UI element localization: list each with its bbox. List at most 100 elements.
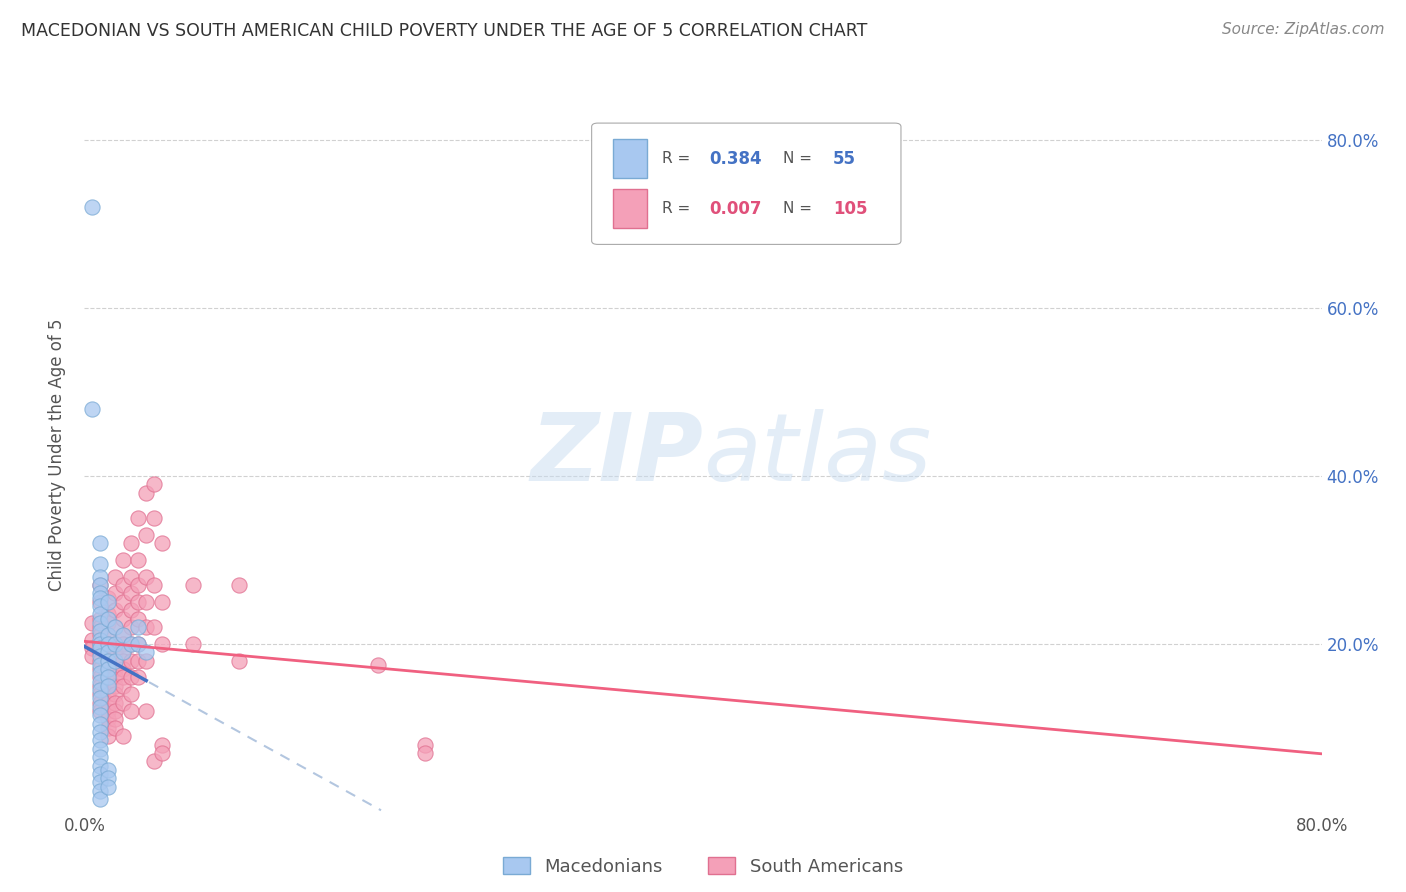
Point xyxy=(89,699,111,714)
Point xyxy=(181,578,204,592)
Point xyxy=(143,755,166,769)
Point xyxy=(89,783,111,797)
Point xyxy=(89,750,111,764)
Text: Source: ZipAtlas.com: Source: ZipAtlas.com xyxy=(1222,22,1385,37)
Point xyxy=(112,645,135,659)
Point xyxy=(97,615,120,630)
Point xyxy=(97,595,120,609)
Point xyxy=(120,637,142,651)
Point xyxy=(89,628,111,642)
Point xyxy=(128,637,150,651)
Point xyxy=(143,477,166,491)
Point xyxy=(150,595,173,609)
Point xyxy=(150,536,173,550)
Point xyxy=(82,615,104,630)
Point xyxy=(135,620,157,634)
Point xyxy=(89,578,111,592)
Point xyxy=(112,637,135,651)
Point xyxy=(89,557,111,571)
Point xyxy=(89,716,111,731)
Point xyxy=(128,595,150,609)
Point xyxy=(104,637,127,651)
Point xyxy=(112,729,135,743)
Text: R =: R = xyxy=(662,152,696,166)
Point xyxy=(97,780,120,794)
Point xyxy=(89,679,111,693)
Point xyxy=(135,485,157,500)
Point xyxy=(89,725,111,739)
Point xyxy=(97,662,120,676)
Point xyxy=(112,679,135,693)
Point xyxy=(104,662,127,676)
Point xyxy=(104,721,127,735)
Point xyxy=(97,771,120,785)
Point xyxy=(97,704,120,718)
Point xyxy=(97,645,120,659)
Point xyxy=(112,628,135,642)
Point xyxy=(120,654,142,668)
Point xyxy=(128,578,150,592)
Point xyxy=(128,654,150,668)
Point xyxy=(89,767,111,781)
Point xyxy=(97,645,120,659)
Point xyxy=(89,536,111,550)
Point xyxy=(89,654,111,668)
Point xyxy=(228,654,250,668)
Point xyxy=(89,586,111,600)
Point xyxy=(112,595,135,609)
Point xyxy=(82,200,104,214)
Point xyxy=(112,578,135,592)
Point xyxy=(104,620,127,634)
Point xyxy=(97,670,120,684)
Point xyxy=(82,640,104,655)
Point xyxy=(89,615,111,630)
Point xyxy=(89,741,111,756)
Point xyxy=(89,733,111,747)
Point xyxy=(135,654,157,668)
Point xyxy=(82,632,104,647)
FancyBboxPatch shape xyxy=(613,139,647,178)
Point xyxy=(112,696,135,710)
Point xyxy=(97,670,120,684)
Point xyxy=(112,654,135,668)
Point xyxy=(128,670,150,684)
Point xyxy=(112,645,135,659)
Point xyxy=(89,591,111,605)
Point xyxy=(97,654,120,668)
Point xyxy=(112,670,135,684)
Text: ZIP: ZIP xyxy=(530,409,703,501)
Text: N =: N = xyxy=(783,202,817,216)
Point xyxy=(128,612,150,626)
Point xyxy=(89,775,111,789)
Point xyxy=(97,712,120,726)
Point xyxy=(89,578,111,592)
Point xyxy=(181,637,204,651)
Point xyxy=(143,511,166,525)
Point xyxy=(89,691,111,706)
Point xyxy=(89,708,111,723)
Point xyxy=(150,738,173,752)
Text: MACEDONIAN VS SOUTH AMERICAN CHILD POVERTY UNDER THE AGE OF 5 CORRELATION CHART: MACEDONIAN VS SOUTH AMERICAN CHILD POVER… xyxy=(21,22,868,40)
Point xyxy=(89,687,111,701)
Point xyxy=(97,721,120,735)
Point xyxy=(89,657,111,672)
Point xyxy=(89,758,111,772)
Point xyxy=(150,746,173,760)
Point xyxy=(89,637,111,651)
Text: 0.007: 0.007 xyxy=(709,200,762,218)
Point xyxy=(97,679,120,693)
Point xyxy=(413,738,436,752)
Point xyxy=(128,620,150,634)
Point xyxy=(89,792,111,806)
Point xyxy=(97,612,120,626)
Point xyxy=(104,620,127,634)
Point xyxy=(112,612,135,626)
Point xyxy=(97,637,120,651)
Text: N =: N = xyxy=(783,152,817,166)
Point xyxy=(82,649,104,664)
Point xyxy=(89,569,111,583)
Point xyxy=(135,527,157,541)
Text: 55: 55 xyxy=(832,150,856,168)
Point xyxy=(97,687,120,701)
Text: 0.384: 0.384 xyxy=(709,150,762,168)
